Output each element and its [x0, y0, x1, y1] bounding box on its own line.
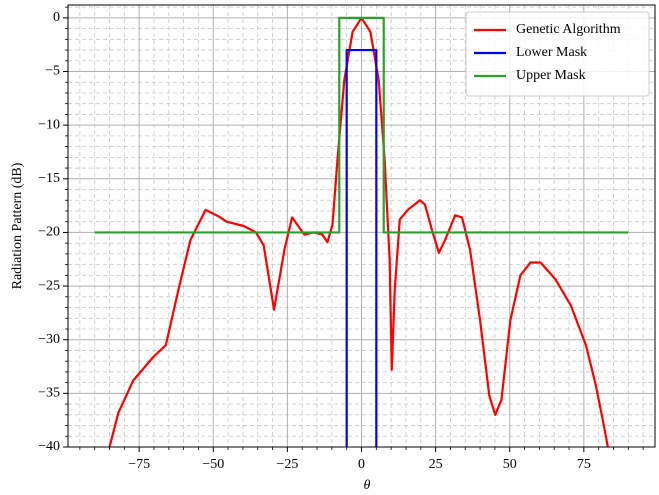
y-tick-label: −30 — [38, 332, 60, 347]
legend-label: Upper Mask — [516, 68, 586, 83]
y-tick-label: −10 — [38, 117, 60, 132]
y-tick-label: −35 — [38, 386, 60, 401]
x-axis-label: θ — [364, 478, 371, 493]
y-tick-label: −5 — [45, 64, 60, 79]
y-tick-label: −40 — [38, 439, 60, 454]
legend-label: Lower Mask — [516, 45, 587, 60]
line-series — [345, 48, 378, 447]
x-tick-label: 0 — [358, 457, 365, 472]
x-tick-label: −75 — [128, 457, 150, 472]
x-tick-label: −50 — [202, 457, 224, 472]
plot-frame — [67, 4, 656, 448]
line-series — [94, 16, 629, 234]
y-tick-label: −20 — [38, 225, 60, 240]
y-axis-label: Radiation Pattern (dB) — [10, 162, 25, 289]
y-tick-label: −25 — [38, 278, 60, 293]
y-tick-label: 0 — [53, 10, 60, 25]
legend: Genetic Algorithm Lower Mask Upper Mask — [465, 11, 650, 97]
y-tick-label: −15 — [38, 171, 60, 186]
x-tick-label: 75 — [577, 457, 591, 472]
legend-box — [465, 11, 650, 97]
legend-label: Genetic Algorithm — [516, 22, 621, 37]
x-tick-label: −25 — [276, 457, 298, 472]
x-tick-label: 25 — [429, 457, 443, 472]
x-tick-label: 50 — [503, 457, 517, 472]
